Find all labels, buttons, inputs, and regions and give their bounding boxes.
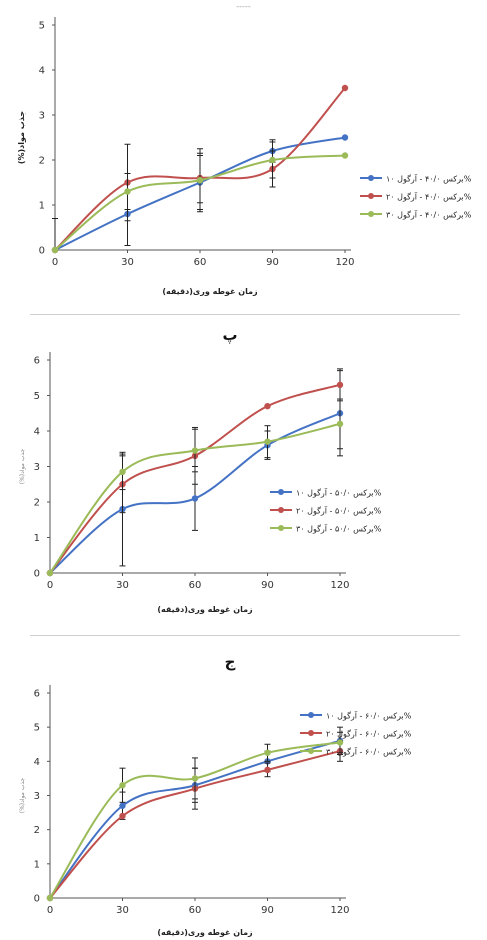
data-point bbox=[336, 420, 344, 428]
data-point bbox=[51, 246, 59, 254]
y-tick-label: 5 bbox=[34, 723, 40, 734]
legend-swatch-marker bbox=[308, 712, 314, 718]
x-tick-label: 0 bbox=[47, 580, 53, 591]
y-axis-title: جذب مواد(%) bbox=[19, 777, 26, 813]
data-point bbox=[46, 569, 54, 577]
y-tick-label: 6 bbox=[34, 356, 40, 367]
x-tick-label: 120 bbox=[330, 905, 349, 916]
legend-label: برکس ۵۰/۰ - آرگول ۳۰% bbox=[296, 524, 382, 534]
panel-label: پ bbox=[222, 326, 237, 344]
legend-swatch-marker bbox=[308, 730, 314, 736]
data-point bbox=[341, 152, 349, 159]
page-header: ----- bbox=[236, 2, 251, 11]
data-point bbox=[269, 156, 276, 164]
legend-label: برکس ۴۰/۰ - آرگول ۲۰% bbox=[386, 192, 472, 202]
y-tick-label: 4 bbox=[34, 427, 40, 438]
y-tick-label: 1 bbox=[34, 859, 40, 870]
data-point bbox=[124, 188, 131, 195]
series-line bbox=[49, 741, 341, 899]
legend-label: برکس ۴۰/۰ - آرگول ۳۰% bbox=[386, 210, 472, 220]
x-axis-title: زمان غوطه وری(دقیقه) bbox=[157, 928, 253, 937]
x-tick-label: 60 bbox=[194, 257, 207, 268]
x-tick-label: 120 bbox=[335, 257, 354, 268]
data-point bbox=[119, 812, 126, 820]
y-tick-label: 0 bbox=[34, 569, 40, 580]
y-tick-label: 1 bbox=[39, 201, 45, 212]
panel-label: ج bbox=[225, 653, 236, 671]
y-tick-label: 3 bbox=[34, 791, 40, 802]
legend-swatch-marker bbox=[278, 507, 284, 513]
y-tick-label: 3 bbox=[39, 111, 45, 122]
legend-label: برکس ۵۰/۰ - آرگول ۱۰% bbox=[296, 488, 382, 498]
y-tick-label: 0 bbox=[34, 894, 40, 905]
y-tick-label: 5 bbox=[39, 21, 45, 32]
data-point bbox=[264, 402, 271, 410]
data-point bbox=[46, 894, 54, 902]
y-tick-label: 2 bbox=[34, 498, 40, 509]
x-tick-label: 90 bbox=[261, 580, 274, 591]
legend-label: برکس ۶۰/۰ - آرگول ۱۰% bbox=[326, 711, 412, 721]
series-1 bbox=[46, 726, 344, 902]
data-point bbox=[196, 177, 204, 184]
chart-1: 0 1 2 3 4 5 0 30 60 90 120 زمان غوطه وری(دقیقه) جذب … bbox=[17, 17, 472, 296]
x-tick-label: 30 bbox=[116, 905, 129, 916]
y-axis-title: جذب مواد(%) bbox=[17, 111, 26, 165]
legend-swatch-marker bbox=[368, 175, 374, 181]
y-tick-label: 1 bbox=[34, 533, 40, 544]
data-point bbox=[191, 447, 199, 454]
data-point bbox=[119, 468, 126, 476]
x-axis-title: زمان غوطه وری(دقیقه) bbox=[157, 605, 253, 614]
data-point bbox=[264, 766, 271, 774]
legend-label: برکس ۴۰/۰ - آرگول ۱۰% bbox=[386, 174, 472, 184]
series-3 bbox=[46, 731, 344, 902]
x-tick-label: 0 bbox=[47, 905, 53, 916]
x-tick-label: 60 bbox=[189, 905, 202, 916]
x-axis-title: زمان غوطه وری(دقیقه) bbox=[162, 287, 258, 296]
legend-swatch-marker bbox=[368, 211, 374, 217]
y-tick-label: 2 bbox=[34, 825, 40, 836]
x-tick-label: 30 bbox=[121, 257, 134, 268]
y-axis-title: جذب مواد(%) bbox=[19, 448, 26, 484]
data-point bbox=[191, 775, 199, 782]
legend-swatch-marker bbox=[368, 193, 374, 199]
data-point bbox=[264, 749, 271, 756]
legend-swatch-marker bbox=[308, 748, 314, 754]
legend-label: برکس ۶۰/۰ - آرگول ۲۰% bbox=[326, 729, 412, 739]
series-3 bbox=[51, 141, 349, 254]
legend-label: برکس ۵۰/۰ - آرگول ۲۰% bbox=[296, 506, 382, 516]
y-tick-label: 6 bbox=[34, 689, 40, 700]
data-point bbox=[119, 802, 126, 809]
x-tick-label: 30 bbox=[116, 580, 129, 591]
data-point bbox=[264, 438, 271, 445]
data-point bbox=[119, 782, 126, 789]
series-2 bbox=[46, 368, 344, 577]
series-line bbox=[49, 422, 341, 574]
data-point bbox=[341, 134, 349, 141]
data-point bbox=[341, 84, 349, 92]
data-point bbox=[336, 381, 344, 389]
x-tick-label: 0 bbox=[52, 257, 58, 268]
y-tick-label: 4 bbox=[34, 757, 40, 768]
y-tick-label: 0 bbox=[39, 246, 45, 257]
y-tick-label: 4 bbox=[39, 66, 45, 77]
x-tick-label: 120 bbox=[330, 580, 349, 591]
data-point bbox=[191, 495, 199, 502]
divider-top bbox=[30, 314, 460, 315]
legend-swatch-marker bbox=[278, 525, 284, 531]
series-3 bbox=[46, 398, 344, 577]
x-tick-label: 90 bbox=[261, 905, 274, 916]
legend-label: برکس ۶۰/۰ - آرگول ۳۰% bbox=[326, 747, 412, 757]
data-point bbox=[336, 739, 344, 746]
x-tick-label: 60 bbox=[189, 580, 202, 591]
divider-bottom bbox=[30, 635, 460, 636]
y-tick-label: 3 bbox=[34, 462, 40, 473]
y-tick-label: 5 bbox=[34, 391, 40, 402]
y-tick-label: 2 bbox=[39, 156, 45, 167]
x-tick-label: 90 bbox=[266, 257, 279, 268]
legend-swatch-marker bbox=[278, 489, 284, 495]
